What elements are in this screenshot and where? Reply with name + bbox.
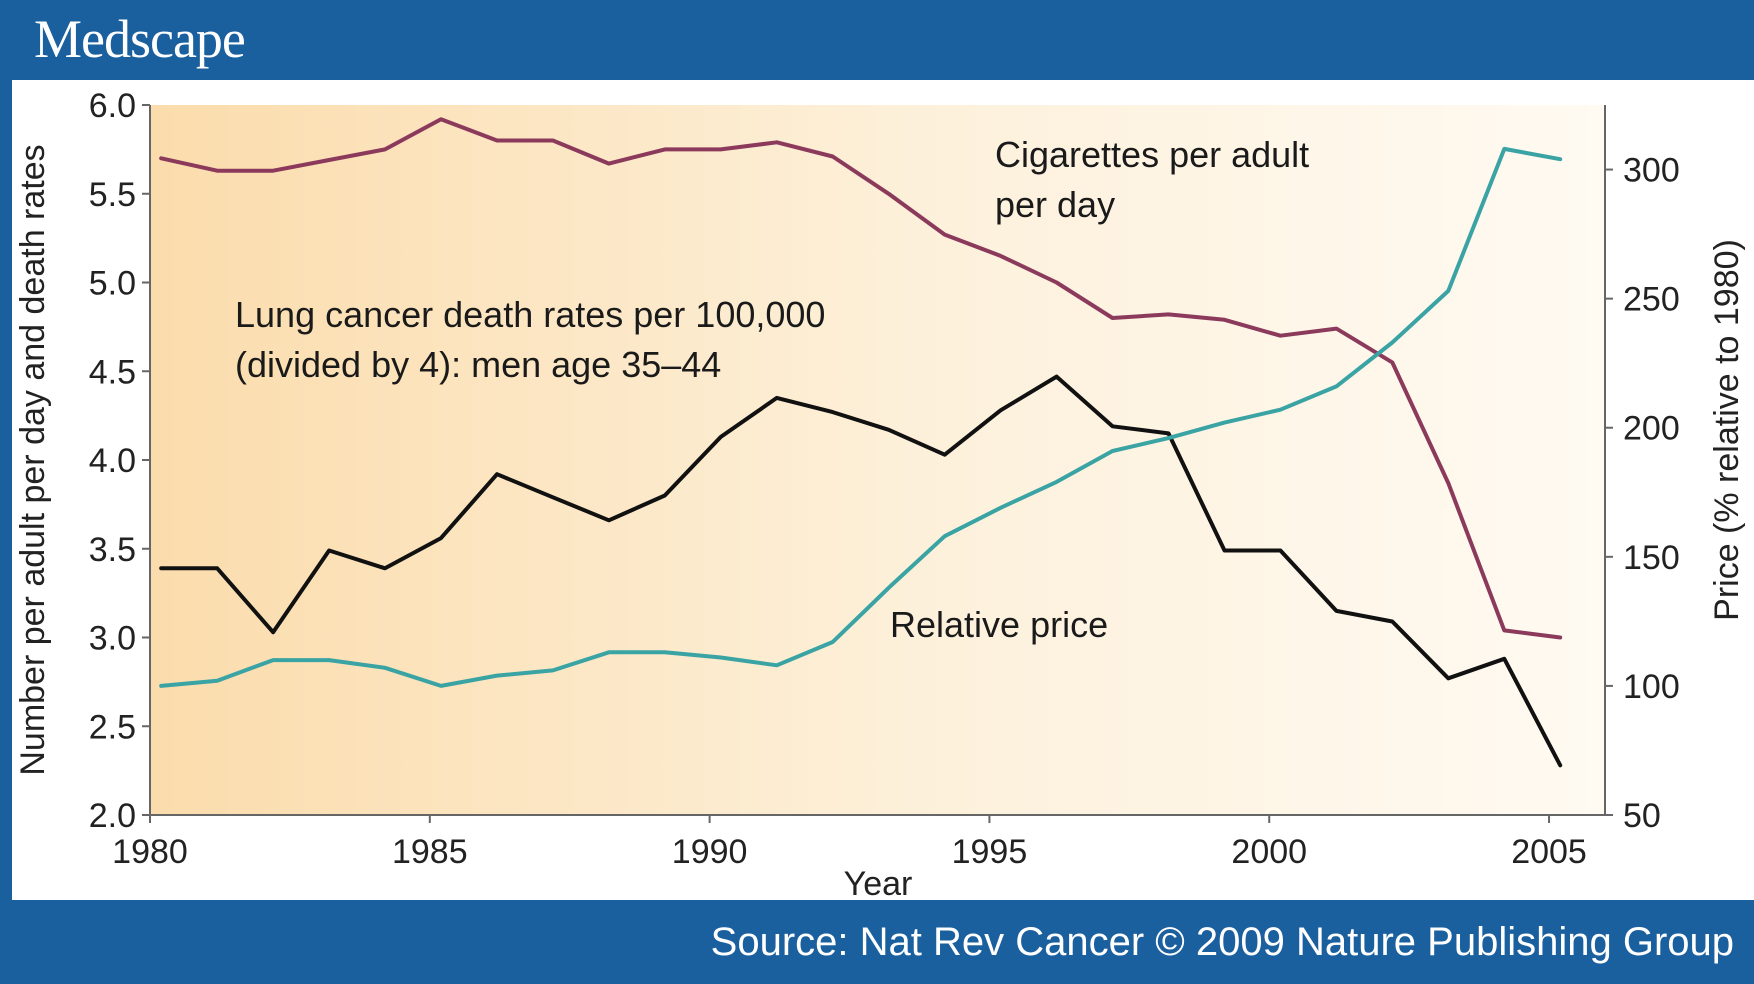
series-line-1 — [159, 374, 1563, 768]
y-tick-label: 3.5 — [89, 531, 136, 569]
footer-bar — [0, 900, 1754, 984]
x-ticks: 1980 1985 1990 1995 2000 2005 — [112, 815, 1587, 871]
x-tick-label: 2005 — [1511, 833, 1587, 871]
y-tick-label: 2.5 — [89, 708, 136, 746]
y2-tick-label: 200 — [1623, 410, 1680, 448]
x-axis-title: Year — [844, 865, 913, 900]
y2-axis-title: Price (% relative to 1980) — [1708, 239, 1746, 621]
y-tick-label: 5.5 — [89, 176, 136, 214]
medscape-logo: Medscape — [34, 9, 246, 69]
header-bar — [0, 0, 1754, 80]
series-line-2 — [159, 146, 1563, 688]
plot-background — [150, 105, 1605, 815]
series-lines — [159, 117, 1563, 768]
y-tick-label: 3.0 — [89, 620, 136, 658]
series-line-0 — [159, 117, 1563, 640]
lung-cancer-label-line1: Lung cancer death rates per 100,000 — [235, 294, 825, 335]
left-y-ticks: 2.0 2.5 3.0 3.5 4.0 4.5 5.0 5.5 6.0 — [89, 87, 150, 835]
y2-tick-label: 100 — [1623, 668, 1680, 706]
x-tick-label: 1995 — [952, 833, 1028, 871]
lung-cancer-label-line2: (divided by 4): men age 35–44 — [235, 344, 721, 385]
x-tick-label: 2000 — [1231, 833, 1307, 871]
y2-tick-label: 150 — [1623, 539, 1680, 577]
y2-tick-label: 300 — [1623, 152, 1680, 190]
chart: 2.0 2.5 3.0 3.5 4.0 4.5 5.0 5.5 6.0 50 100 150 200 2… — [14, 87, 1746, 900]
y2-tick-label: 50 — [1623, 797, 1661, 835]
right-y-ticks: 50 100 150 200 250 300 — [1605, 152, 1680, 835]
x-tick-label: 1990 — [672, 833, 748, 871]
cigarettes-label-line2: per day — [995, 184, 1115, 225]
source-credit: Source: Nat Rev Cancer © 2009 Nature Pub… — [710, 920, 1734, 964]
x-tick-label: 1985 — [392, 833, 468, 871]
y-tick-label: 4.0 — [89, 442, 136, 480]
left-border-strip — [0, 80, 12, 900]
cigarettes-label-line1: Cigarettes per adult — [995, 134, 1309, 175]
y2-tick-label: 250 — [1623, 281, 1680, 319]
y-tick-label: 6.0 — [89, 87, 136, 125]
y-tick-label: 2.0 — [89, 797, 136, 835]
y-tick-label: 4.5 — [89, 353, 136, 391]
y-axis-title: Number per adult per day and death rates — [14, 144, 52, 775]
relative-price-label: Relative price — [890, 604, 1108, 645]
x-tick-label: 1980 — [112, 833, 188, 871]
y-tick-label: 5.0 — [89, 265, 136, 303]
